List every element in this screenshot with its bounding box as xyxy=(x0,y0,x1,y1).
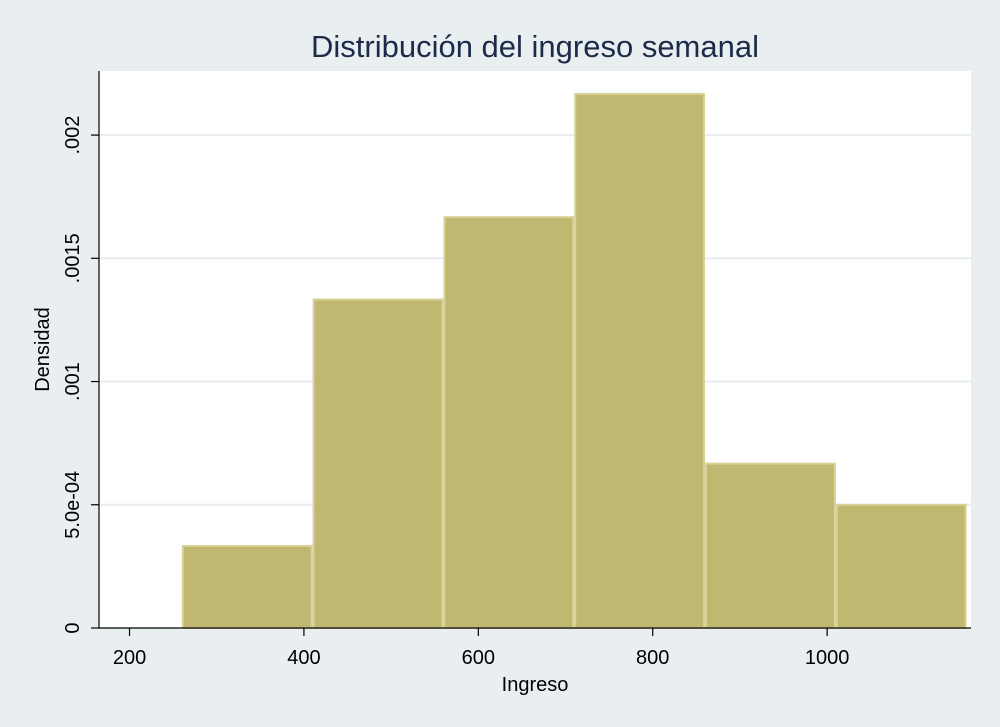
x-tick-label-2: 600 xyxy=(462,647,495,669)
histogram-bar-5 xyxy=(835,503,967,629)
y-tick-label-0: 0 xyxy=(62,622,84,633)
histogram-bar-1 xyxy=(312,298,444,629)
chart-title: Distribución del ingreso semanal xyxy=(311,29,759,64)
histogram-bar-4 xyxy=(705,462,836,629)
x-tick-label-0: 200 xyxy=(113,647,146,669)
x-tick-label-1: 400 xyxy=(287,647,320,669)
histogram-bar-3 xyxy=(574,92,706,630)
histogram-bar-0 xyxy=(181,544,313,630)
axes: 200 400 600 800 1000 0 5.0e-04 .001 .0015 .002 xyxy=(62,71,971,669)
y-tick-label-2: .001 xyxy=(62,362,84,401)
y-tick-label-3: .0015 xyxy=(62,233,84,283)
x-axis-title: Ingreso xyxy=(502,674,569,696)
x-tick-label-4: 1000 xyxy=(805,647,850,669)
x-tick-label-3: 800 xyxy=(636,647,669,669)
y-tick-label-4: .002 xyxy=(62,116,84,155)
histogram-bar-2 xyxy=(443,216,575,629)
y-tick-label-1: 5.0e-04 xyxy=(62,471,84,539)
y-axis-title: Densidad xyxy=(32,307,54,392)
